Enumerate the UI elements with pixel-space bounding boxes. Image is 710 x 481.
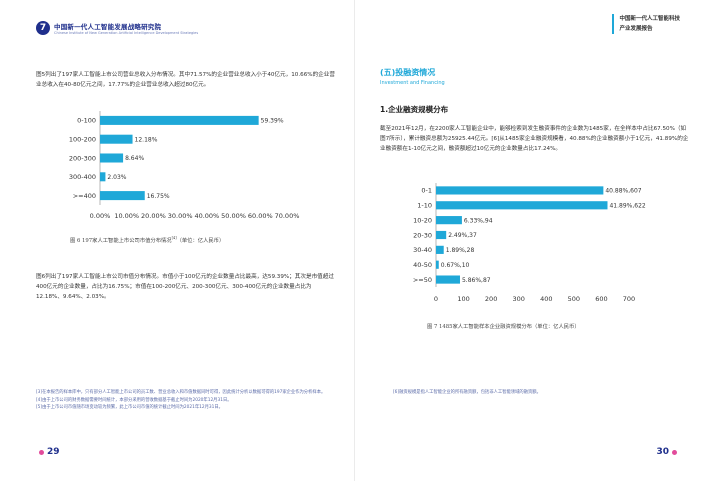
page-dot-icon [39,449,44,455]
x-tick-label: 700 [623,295,635,303]
footnote: [4]由于上市公司的财务数据需要时间统计，本部分采用的营收数据基于截止时间为20… [36,397,232,403]
subsection-title: 1.企业融资规模分布 [380,105,449,114]
bar [100,153,124,163]
category-label: 30-40 [413,246,432,254]
footnote: [6]融资规模是指人工智能企业的所有融资额，包括非人工智能领域的融资额。 [393,390,541,395]
data-label: 1.89%,28 [446,247,475,254]
report-title-line1: 中国新一代人工智能科技 [619,16,680,22]
bar [436,186,604,195]
body-paragraph: 截至2021年12月，在2200家人工智能企业中，能够检索到发生融资事件的企业数… [380,126,689,152]
x-tick-label: 20.00% [141,212,166,220]
bar [100,134,133,144]
x-tick-label: 600 [595,295,607,303]
category-label: 300-400 [69,173,96,181]
left-page: 7 中国新一代人工智能发展战略研究院 Chinese Institute of … [36,21,336,457]
footnotes: [3]在本报告的样本库中，只有部分人工智能上市公司的员工数、营业总收入和市值数据… [36,389,336,412]
category-label: 200-300 [69,154,96,162]
data-label: 12.18% [135,136,158,143]
footnotes: [6]融资规模是指人工智能企业的所有融资额，包括非人工智能领域的融资额。 [393,389,693,397]
x-tick-label: 300 [513,295,525,303]
report-header: 中国新一代人工智能科技 产业发展报告 [612,14,680,34]
data-label: 8.64% [125,155,144,162]
x-tick-label: 70.00% [275,212,300,220]
x-tick-label: 40.00% [194,212,219,220]
x-tick-label: 0 [434,295,438,303]
section-title: (五)投融资情况 [380,68,436,77]
caption-unit: （单位：亿人民币） [176,238,225,244]
caption-text: 图 6 197家人工智能上市公司市值分布情况 [70,238,172,244]
financing-scale-chart: 0-1 40.88%,607 1-10 41.89%,622 10-20 6.33%,94… [413,183,646,303]
bar [436,275,460,284]
data-label: 6.33%,94 [464,217,493,224]
logo-mark: 7 [36,21,50,35]
x-tick-label: 60.00% [248,212,273,220]
x-tick-label: 100 [457,295,469,303]
org-name-en: Chinese Institute of New Generation Arti… [54,31,199,35]
data-label: 16.75% [147,193,170,200]
body-paragraph: 图6列出了197家人工智能上市公司市值分布情况。市值小于100亿元的企业数量占比… [36,274,334,300]
category-label: 100-200 [69,136,96,144]
x-tick-label: 400 [540,295,552,303]
bar [436,260,439,269]
category-label: 0-1 [421,187,432,195]
org-logo: 7 中国新一代人工智能发展战略研究院 Chinese Institute of … [36,21,198,35]
data-label: 0.67%,10 [441,262,470,269]
x-tick-label: 30.00% [168,212,193,220]
report-title-line2: 产业发展报告 [619,26,653,32]
data-label: 2.49%,37 [448,232,477,239]
bar [436,216,462,225]
category-label: 40-50 [413,261,432,269]
page-dot-icon [672,449,677,455]
footnote: [5]由于上市公司市值随市场变动较为频繁，此上市公司市值的统计截止时间为2021… [36,405,223,410]
data-label: 41.89%,622 [609,202,645,209]
org-name-cn: 中国新一代人工智能发展战略研究院 [54,23,162,31]
bar [100,172,106,182]
figure-6-caption: 图 6 197家人工智能上市公司市值分布情况[4]（单位：亿人民币） [70,236,224,244]
page-number: 30 [656,447,669,457]
x-tick-label: 10.00% [114,212,139,220]
x-tick-label: 500 [568,295,580,303]
data-label: 40.88%,607 [605,188,641,195]
page-number-left: 29 [36,447,60,457]
category-label: >=50 [413,276,432,284]
category-label: 10-20 [413,216,432,224]
data-label: 5.86%,87 [462,277,491,284]
intro-paragraph: 图5列出了197家人工智能上市公司营业总收入分布情况。其中71.57%的企业营业… [36,72,335,88]
x-tick-label: 0.00% [90,212,111,220]
caption-footnote-ref: [4] [171,236,177,241]
bar [100,115,259,125]
section-subtitle: Investment and Financing [380,80,445,86]
market-cap-chart: 0-100 59.39% 100-200 12.18% 200-300 8.64% 300-… [69,111,300,220]
figure-7-caption: 图 7 1485家人工智能样本企业融资规模分布（单位：亿人民币） [427,324,580,330]
category-label: 1-10 [417,202,432,210]
page-number: 29 [47,447,60,457]
x-tick-label: 50.00% [221,212,246,220]
data-label: 2.03% [107,174,126,181]
bar [100,191,145,201]
category-label: 0-100 [77,117,96,125]
bar [436,245,444,254]
category-label: >=400 [73,192,96,200]
bar [436,201,608,210]
footnote: [3]在本报告的样本库中，只有部分人工智能上市公司的员工数、营业总收入和市值数据… [36,390,326,395]
page-number-right: 30 [656,447,680,457]
x-tick-label: 200 [485,295,497,303]
right-page: 中国新一代人工智能科技 产业发展报告 (五)投融资情况 Investment a… [355,0,710,481]
category-label: 20-30 [413,231,432,239]
data-label: 59.39% [261,118,284,125]
bar [436,230,447,240]
